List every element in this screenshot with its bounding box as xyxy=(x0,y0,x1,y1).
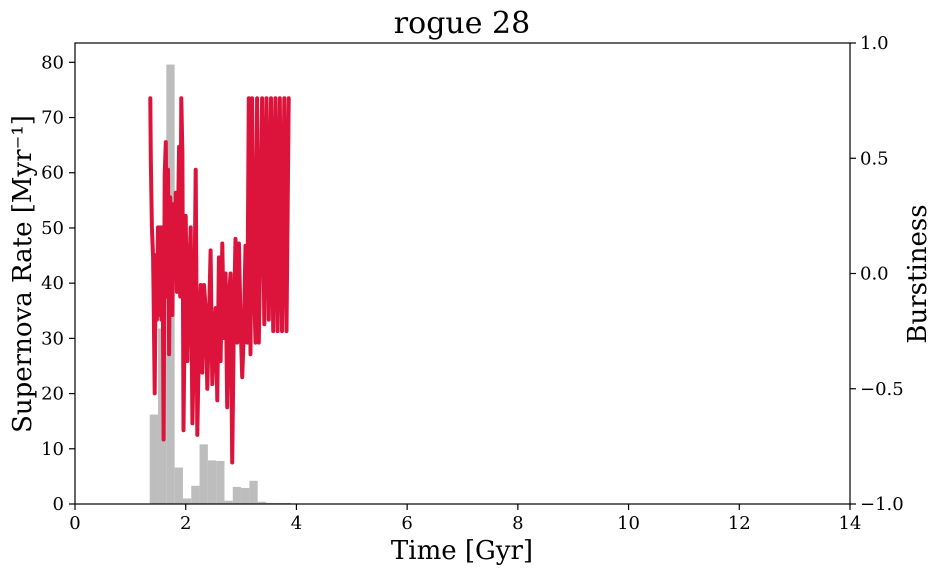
histogram-bar xyxy=(216,460,225,504)
burstiness-line-layer xyxy=(148,96,291,465)
y-tick-label: 0 xyxy=(53,494,64,515)
x-axis-ticks: 0 2 4 6 8 10 12 14 xyxy=(69,504,861,534)
chart-title: rogue 28 xyxy=(394,6,530,41)
histogram-bar xyxy=(182,498,192,504)
histogram-bar xyxy=(249,480,258,504)
x-tick-label: 0 xyxy=(69,513,80,534)
y2-tick-label: 0.5 xyxy=(860,148,889,169)
y2-tick-label: −0.5 xyxy=(860,379,904,400)
histogram-bar xyxy=(191,485,200,504)
x-tick-label: 2 xyxy=(180,513,191,534)
y-tick-label: 50 xyxy=(41,218,64,239)
y-tick-label: 70 xyxy=(41,108,64,129)
x-tick-label: 10 xyxy=(617,513,640,534)
y2-tick-label: −1.0 xyxy=(860,494,904,515)
x-tick-label: 8 xyxy=(512,513,523,534)
y-tick-label: 80 xyxy=(41,52,64,73)
y-tick-label: 10 xyxy=(41,439,64,460)
histogram-bar xyxy=(199,444,208,504)
y-tick-label: 30 xyxy=(41,328,64,349)
y2-tick-label: 1.0 xyxy=(860,33,889,54)
histogram-bar xyxy=(257,501,266,504)
x-tick-label: 4 xyxy=(291,513,302,534)
histogram-bar xyxy=(224,500,233,504)
x-tick-label: 12 xyxy=(728,513,751,534)
y-tick-label: 40 xyxy=(41,273,64,294)
x-axis-label: Time [Gyr] xyxy=(391,536,533,566)
y-axis-ticks: 0 10 20 30 40 50 60 70 80 xyxy=(41,52,75,515)
y2-axis-label: Burstiness xyxy=(903,204,933,343)
y2-axis-ticks: −1.0 −0.5 0.0 0.5 1.0 xyxy=(850,33,904,515)
y-tick-label: 60 xyxy=(41,163,64,184)
histogram-bar xyxy=(207,460,217,504)
y-tick-label: 20 xyxy=(41,384,64,405)
y-axis-label: Supernova Rate [Myr⁻¹] xyxy=(8,115,38,433)
histogram-bar xyxy=(149,414,159,504)
burstiness-line xyxy=(148,96,291,465)
histogram-bar xyxy=(174,467,183,504)
histogram-bar xyxy=(241,487,250,504)
x-tick-label: 14 xyxy=(839,513,862,534)
y2-tick-label: 0.0 xyxy=(860,264,889,285)
x-tick-label: 6 xyxy=(401,513,412,534)
histogram-bar xyxy=(232,486,242,504)
